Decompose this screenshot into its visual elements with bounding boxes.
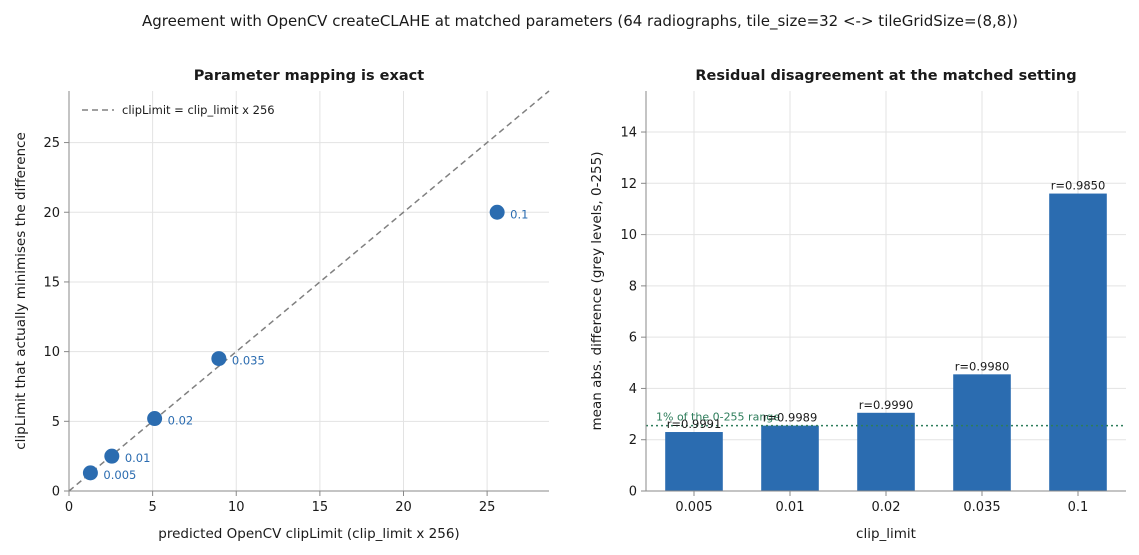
y-tick-label: 0 [629, 485, 637, 500]
x-tick-label: 0.005 [675, 500, 712, 515]
legend-entry: clipLimit = clip_limit x 256 [122, 103, 275, 117]
bar [665, 432, 723, 491]
y-tick-label: 10 [620, 228, 637, 243]
figure-title: Agreement with OpenCV createCLAHE at mat… [142, 12, 1018, 31]
bar-value-label: r=0.9989 [763, 411, 818, 425]
x-tick-label: 0.1 [1068, 500, 1089, 515]
bar-labels: r=0.9991 r=0.9989 r=0.9990 r=0.9980 r=0.9850 [667, 179, 1106, 431]
scatter-point-label: 0.02 [168, 414, 194, 428]
y-tick-label: 8 [629, 279, 637, 294]
bar [1049, 193, 1107, 492]
scatter-point-label: 0.035 [232, 354, 265, 368]
y-tick-label: 14 [620, 126, 637, 141]
y-tick-label: 2 [629, 433, 637, 448]
y-tick-label: 4 [629, 382, 637, 397]
x-tick-label: 0.01 [776, 500, 805, 515]
bar-panel: 1% of the 0-255 range r=0.9991 r=0.9989r=… [589, 68, 1126, 542]
bar [761, 425, 819, 491]
y-tick-label: 6 [629, 331, 637, 346]
x-tick-label: 10 [228, 500, 245, 515]
scatter-ticks: 0 5 10 15 20 25 0 5 10 15 20 25 [43, 136, 495, 515]
scatter-point-label: 0.005 [103, 468, 136, 482]
scatter-point [82, 465, 98, 481]
scatter-legend: clipLimit = clip_limit x 256 [82, 103, 275, 117]
scatter-point [147, 411, 163, 427]
bar-value-label: r=0.9850 [1051, 179, 1106, 193]
scatter-points: 0.005 0.01 0.02 0.035 0.1 [82, 204, 528, 482]
bar-y-axis-label: mean abs. difference (grey levels, 0-255… [589, 152, 605, 431]
y-tick-label: 12 [620, 177, 637, 192]
scatter-point [489, 204, 505, 220]
bar-title: Residual disagreement at the matched set… [695, 68, 1076, 84]
bar-value-label: r=0.9990 [859, 398, 914, 412]
x-tick-label: 25 [479, 500, 496, 515]
reference-line-label: 1% of the 0-255 range [656, 411, 780, 424]
bar [953, 374, 1011, 491]
y-tick-label: 5 [52, 415, 60, 430]
x-tick-label: 0.02 [872, 500, 901, 515]
x-tick-label: 0.035 [963, 500, 1000, 515]
x-tick-label: 15 [312, 500, 329, 515]
scatter-title: Parameter mapping is exact [194, 68, 424, 84]
y-tick-label: 0 [52, 485, 60, 500]
bar-value-label: r=0.9991 [667, 417, 722, 431]
bar-x-axis-label: clip_limit [856, 526, 916, 542]
scatter-x-axis-label: predicted OpenCV clipLimit (clip_limit x… [158, 526, 459, 542]
scatter-point [211, 351, 227, 367]
scatter-panel: 0.005 0.01 0.02 0.035 0.1 0 5 10 15 20 25 0 5 10 15 20… [13, 68, 550, 542]
y-tick-label: 15 [43, 275, 60, 290]
bar [857, 412, 915, 491]
bar-ticks: 0 2 4 6 8 10 12 14 0.005 0.01 0.02 0.035 0.1 [620, 126, 1088, 515]
scatter-spines [68, 91, 549, 492]
x-tick-label: 20 [395, 500, 412, 515]
y-tick-label: 20 [43, 206, 60, 221]
scatter-point-label: 0.01 [125, 451, 151, 465]
scatter-point-label: 0.1 [510, 207, 528, 221]
x-tick-label: 0 [65, 500, 73, 515]
scatter-point [104, 448, 120, 464]
y-tick-label: 10 [43, 345, 60, 360]
identity-line [68, 90, 550, 492]
scatter-y-axis-label: clipLimit that actually minimises the di… [13, 132, 29, 450]
bar-value-label: r=0.9980 [955, 359, 1010, 373]
x-tick-label: 5 [148, 500, 156, 515]
y-tick-label: 25 [43, 136, 60, 151]
bars [665, 193, 1107, 492]
